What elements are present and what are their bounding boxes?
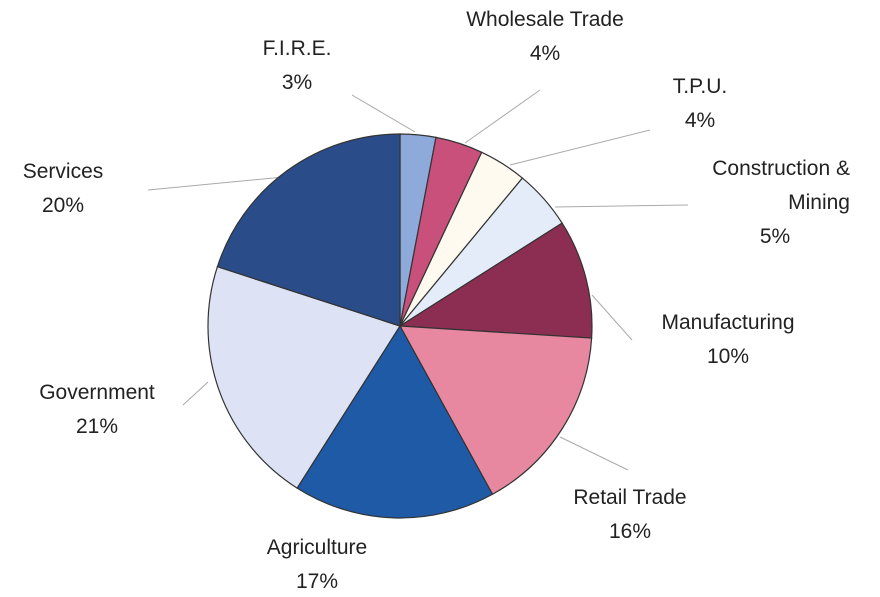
category-label: F.I.R.E. — [262, 37, 332, 60]
leader-line — [554, 204, 689, 208]
slice-label: Construction & Mining 5% — [700, 152, 850, 254]
slice-label: Wholesale Trade 4% — [466, 3, 624, 71]
percent-label: 20% — [41, 194, 85, 217]
leader-lines — [147, 89, 689, 471]
category-label: T.P.U. — [672, 75, 728, 98]
leader-line — [591, 294, 633, 341]
leader-line — [559, 436, 629, 471]
category-label: Services — [22, 160, 104, 183]
percent-label: 5% — [759, 225, 791, 248]
pie-slice — [207, 265, 401, 489]
percent-label: 4% — [529, 42, 561, 65]
slice-label: Manufacturing 10% — [661, 306, 794, 374]
category-label: Government — [39, 381, 155, 404]
category-label: Agriculture — [266, 536, 368, 559]
slice-label: F.I.R.E. 3% — [263, 32, 332, 100]
percent-label: 3% — [281, 71, 313, 94]
pie-slice — [398, 222, 593, 339]
leader-line — [464, 89, 541, 144]
percent-label: 4% — [684, 109, 716, 132]
pie-slice — [296, 324, 494, 519]
category-label: Wholesale Trade — [466, 8, 624, 31]
pie-slice — [398, 325, 593, 496]
slice-label: Retail Trade 16% — [573, 481, 686, 549]
category-label: Manufacturing — [661, 311, 795, 334]
slice-label: Services 20% — [23, 155, 104, 223]
slice-label: Government 21% — [39, 376, 155, 444]
percent-label: 16% — [608, 520, 652, 543]
leader-line — [182, 381, 209, 406]
percent-label: 10% — [706, 345, 750, 368]
slice-label: T.P.U. 4% — [673, 70, 727, 138]
leader-line — [351, 94, 416, 133]
category-label: Retail Trade — [573, 486, 687, 509]
pie-slice — [216, 133, 401, 327]
category-label: Construction & Mining — [712, 157, 850, 214]
slice-label: Agriculture 17% — [267, 531, 367, 597]
percent-label: 21% — [75, 415, 119, 438]
leader-line — [509, 129, 651, 166]
percent-label: 17% — [295, 570, 339, 593]
